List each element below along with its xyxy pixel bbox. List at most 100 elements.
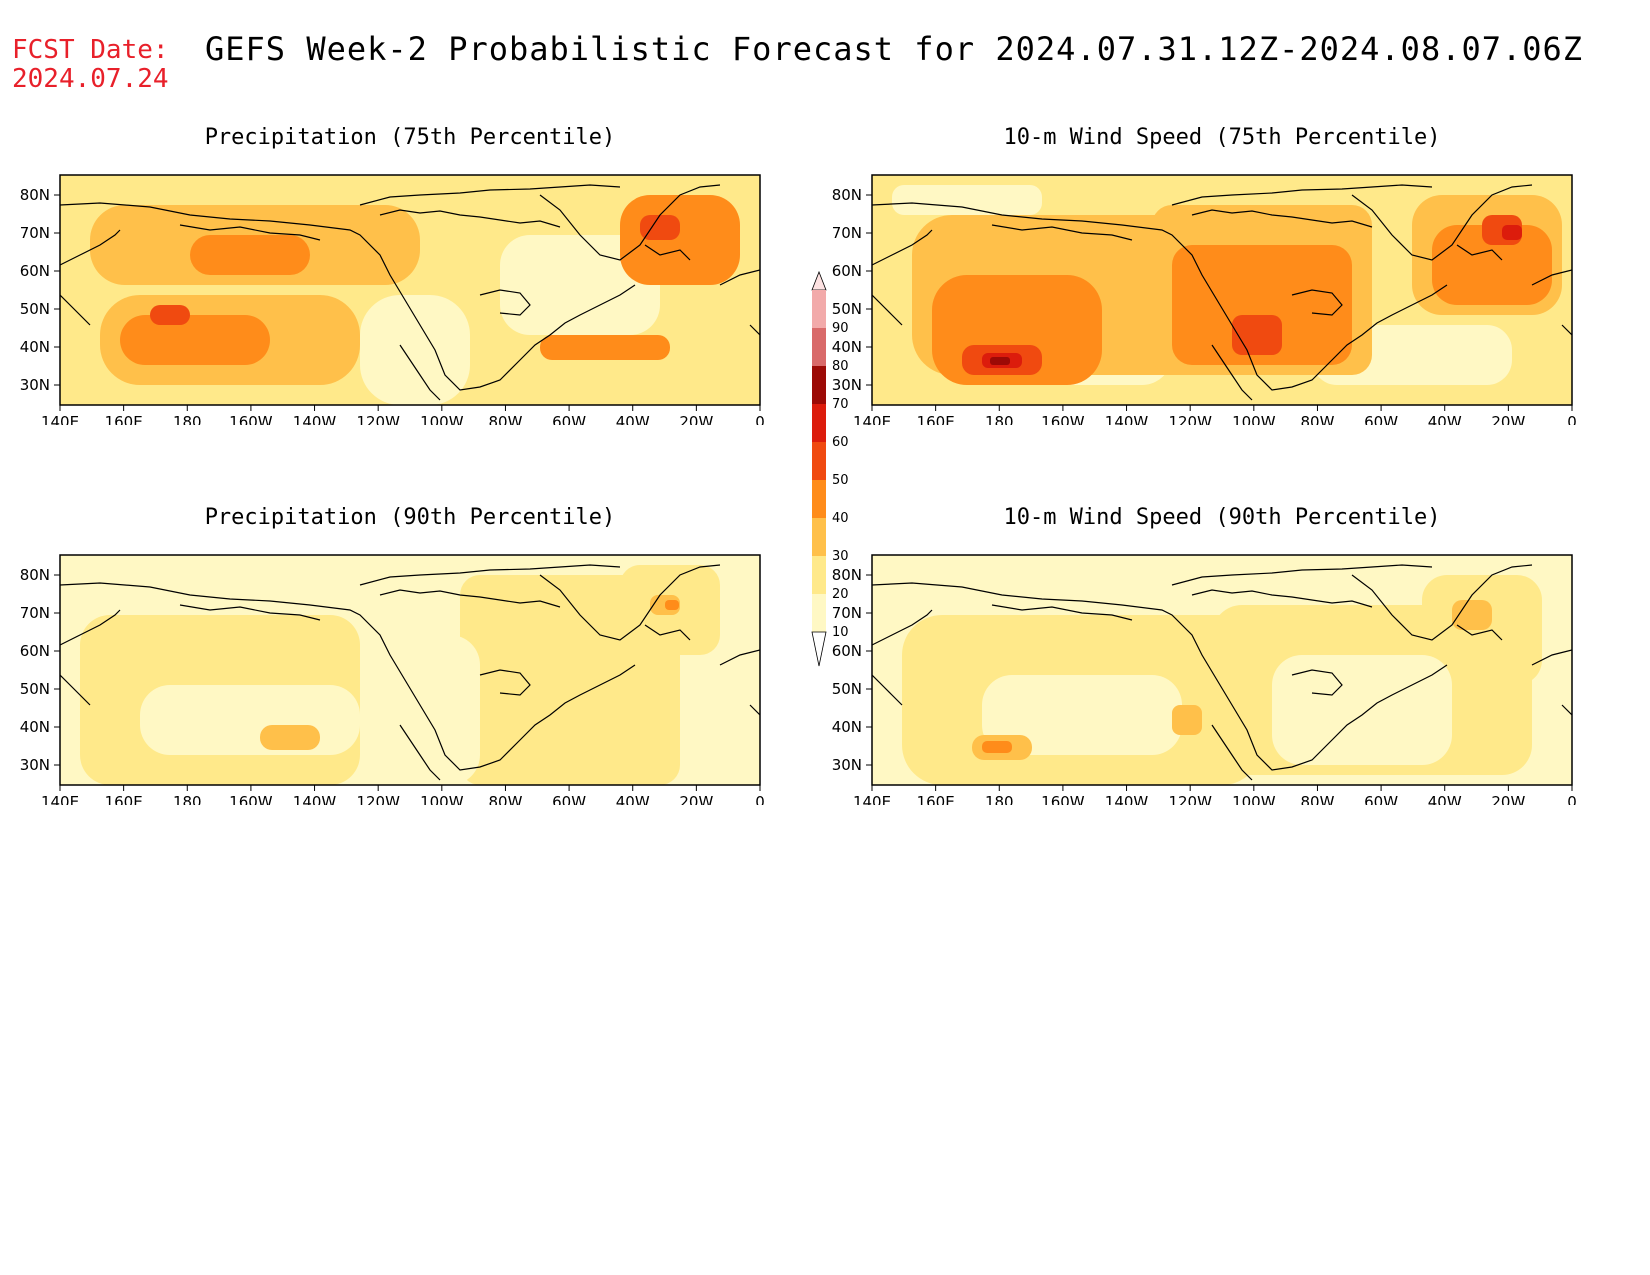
probability-field xyxy=(60,555,760,785)
lat-tick-label: 30N xyxy=(832,376,862,394)
colorbar-tick-label: 90 xyxy=(832,321,849,336)
lon-tick-label: 20W xyxy=(679,413,713,425)
lon-tick-label: 160E xyxy=(105,793,143,805)
colorbar: 10 20 30 40 50 60 70 80 90 xyxy=(811,270,849,667)
map-frame xyxy=(871,174,1573,406)
lon-tick-label: 100W xyxy=(420,413,464,425)
lon-tick-label: 120W xyxy=(1168,413,1212,425)
map-plot: 140E 160E 180 160W 140W 120W 100W 80W 60W 40W 20W 0… xyxy=(832,174,1577,425)
panel-precip-75: Precipitation (75th Percentile) 140E 160E… xyxy=(0,125,850,505)
panel-wind-75: 10-m Wind Speed (75th Percentile) 140E 16… xyxy=(812,125,1650,505)
lon-tick-label: 160W xyxy=(229,793,273,805)
lon-tick-label: 60W xyxy=(552,793,586,805)
lat-tick-label: 70N xyxy=(20,224,50,242)
panel-title: 10-m Wind Speed (90th Percentile) xyxy=(1003,505,1441,530)
colorbar-segment xyxy=(812,404,826,442)
lon-tick-label: 0 xyxy=(755,793,765,805)
lat-tick-label: 50N xyxy=(832,300,862,318)
lon-tick-label: 40W xyxy=(1428,793,1462,805)
colorbar-top-arrow xyxy=(811,270,827,291)
forecast-date-block: FCST Date: 2024.07.24 xyxy=(12,36,169,94)
coastline xyxy=(872,564,1572,781)
colorbar-tick-label: 10 xyxy=(832,625,849,640)
lon-tick-label: 120W xyxy=(356,793,400,805)
probability-field xyxy=(872,175,1572,405)
lon-tick-label: 80W xyxy=(488,793,522,805)
lat-tick-label: 40N xyxy=(832,718,862,736)
lon-tick-label: 140W xyxy=(293,413,337,425)
lon-tick-label: 180 xyxy=(173,413,202,425)
map-plot: 140E 160E 180 160W 140W 120W 100W 80W 60W 40W 20W 0… xyxy=(832,554,1577,805)
lon-tick-label: 20W xyxy=(1491,413,1525,425)
lon-tick-label: 100W xyxy=(1232,793,1276,805)
colorbar-segment xyxy=(812,328,826,366)
colorbar-segment xyxy=(812,480,826,518)
colorbar-tick-label: 50 xyxy=(832,473,849,488)
lon-tick-label: 100W xyxy=(1232,413,1276,425)
lon-tick-label: 80W xyxy=(488,413,522,425)
colorbar-tick-label: 40 xyxy=(832,511,849,526)
colorbar-segment xyxy=(812,518,826,556)
lat-tick-label: 60N xyxy=(20,642,50,660)
lon-tick-label: 160E xyxy=(917,413,955,425)
colorbar-segment xyxy=(812,366,826,404)
colorbar-segment xyxy=(812,290,826,328)
coastline xyxy=(872,184,1572,401)
lon-tick-label: 0 xyxy=(1567,413,1577,425)
lat-tick-label: 30N xyxy=(20,756,50,774)
lon-tick-label: 140W xyxy=(293,793,337,805)
lon-tick-label: 20W xyxy=(679,793,713,805)
lat-tick-label: 70N xyxy=(20,604,50,622)
lat-tick-label: 70N xyxy=(832,224,862,242)
panel-precip-90: Precipitation (90th Percentile) 140E 160E… xyxy=(0,505,850,885)
coastline xyxy=(60,184,760,401)
lon-tick-label: 180 xyxy=(985,413,1014,425)
lat-tick-label: 40N xyxy=(832,338,862,356)
colorbar-tick-label: 70 xyxy=(832,397,849,412)
lon-tick-label: 140E xyxy=(853,793,891,805)
lat-tick-label: 50N xyxy=(832,680,862,698)
colorbar-segment xyxy=(812,594,826,632)
lon-tick-label: 120W xyxy=(356,413,400,425)
map-frame xyxy=(59,554,761,786)
map-plot: 140E 160E 180 160W 140W 120W 100W 80W 60W 40W 20W 0… xyxy=(20,174,765,425)
lon-tick-label: 60W xyxy=(1364,793,1398,805)
map-frame xyxy=(59,174,761,406)
lon-tick-label: 80W xyxy=(1300,793,1334,805)
lat-tick-label: 50N xyxy=(20,300,50,318)
lon-tick-label: 180 xyxy=(173,793,202,805)
coastline xyxy=(60,564,760,781)
lon-tick-label: 0 xyxy=(755,413,765,425)
map-frame xyxy=(871,554,1573,786)
map-plot: 140E 160E 180 160W 140W 120W 100W 80W 60W 40W 20W 0… xyxy=(20,554,765,805)
lon-tick-label: 180 xyxy=(985,793,1014,805)
panel-wind-90: 10-m Wind Speed (90th Percentile) 140E 16… xyxy=(812,505,1650,885)
lon-tick-label: 120W xyxy=(1168,793,1212,805)
forecast-date-value: 2024.07.24 xyxy=(12,64,169,94)
colorbar-tick-label: 30 xyxy=(832,549,849,564)
lat-tick-label: 80N xyxy=(832,566,862,584)
panel-title: Precipitation (90th Percentile) xyxy=(204,505,616,530)
lon-tick-label: 60W xyxy=(1364,413,1398,425)
lon-tick-label: 60W xyxy=(552,413,586,425)
lon-tick-label: 20W xyxy=(1491,793,1525,805)
lat-tick-label: 80N xyxy=(20,186,50,204)
page-title: GEFS Week-2 Probabilistic Forecast for 2… xyxy=(205,30,1584,68)
lon-tick-label: 140E xyxy=(41,413,79,425)
lon-tick-label: 100W xyxy=(420,793,464,805)
lat-tick-label: 80N xyxy=(20,566,50,584)
lon-tick-label: 160E xyxy=(917,793,955,805)
colorbar-tick-label: 60 xyxy=(832,435,849,450)
lat-tick-label: 50N xyxy=(20,680,50,698)
panel-title: Precipitation (75th Percentile) xyxy=(204,125,616,150)
lat-tick-label: 40N xyxy=(20,718,50,736)
panel-title: 10-m Wind Speed (75th Percentile) xyxy=(1003,125,1441,150)
lon-tick-label: 40W xyxy=(616,413,650,425)
colorbar-segment xyxy=(812,556,826,594)
lon-tick-label: 140E xyxy=(853,413,891,425)
lon-tick-label: 40W xyxy=(616,793,650,805)
lat-tick-label: 70N xyxy=(832,604,862,622)
lon-tick-label: 160W xyxy=(1041,793,1085,805)
lon-tick-label: 80W xyxy=(1300,413,1334,425)
probability-field xyxy=(60,175,760,405)
